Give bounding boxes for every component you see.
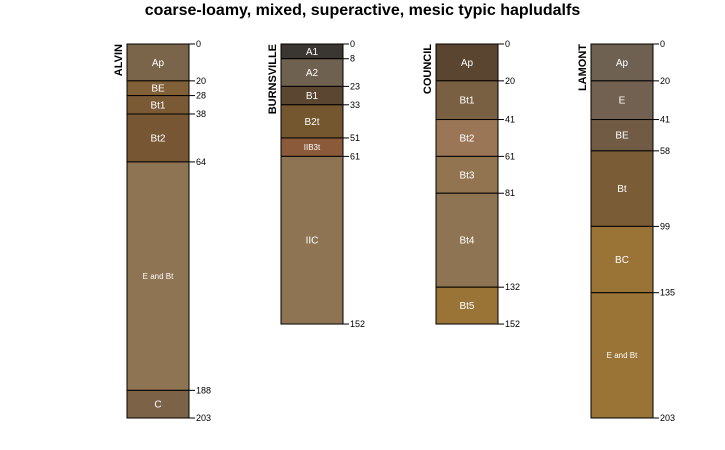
horizon-council-6 xyxy=(435,286,499,325)
horizon-lamont-4 xyxy=(590,150,654,227)
depth-label-alvin-1: 20 xyxy=(196,76,206,86)
depth-label-burnsville-2: 23 xyxy=(350,81,360,91)
depth-label-alvin-0: 0 xyxy=(196,39,201,49)
horizon-label-council-6: Bt5 xyxy=(459,301,474,312)
depth-label-council-6: 152 xyxy=(505,319,520,329)
depth-label-council-0: 0 xyxy=(505,39,510,49)
horizon-lamont-3 xyxy=(590,119,654,152)
horizon-label-lamont-2: E xyxy=(619,96,626,107)
horizon-label-alvin-6: C xyxy=(154,400,161,411)
horizon-label-burnsville-3: B1 xyxy=(306,91,319,102)
depth-label-lamont-6: 203 xyxy=(660,413,675,423)
horizon-alvin-6 xyxy=(126,389,190,419)
horizon-lamont-2 xyxy=(590,80,654,121)
horizon-label-alvin-3: Bt1 xyxy=(150,100,165,111)
depth-label-alvin-4: 64 xyxy=(196,157,206,167)
chart-title: coarse-loamy, mixed, superactive, mesic … xyxy=(144,2,581,19)
horizon-label-council-5: Bt4 xyxy=(459,236,474,247)
profile-name-lamont: LAMONT xyxy=(577,44,589,91)
horizon-lamont-6 xyxy=(590,292,654,419)
depth-label-council-3: 61 xyxy=(505,151,515,161)
depth-label-alvin-6: 203 xyxy=(196,413,211,423)
horizon-burnsville-6 xyxy=(280,155,344,325)
horizon-alvin-1 xyxy=(126,43,190,82)
profile-lamont: LAMONT Ap E BE Bt BC E and Bt 0 20 41 58 99 135 203 xyxy=(577,39,675,423)
horizon-label-council-3: Bt2 xyxy=(459,133,474,144)
horizon-council-1 xyxy=(435,43,499,82)
depth-label-alvin-2: 28 xyxy=(196,91,206,101)
profile-council: COUNCIL Ap Bt1 Bt2 Bt3 Bt4 Bt5 0 20 41 61 81 132 152 xyxy=(422,39,520,329)
depth-label-council-4: 81 xyxy=(505,188,515,198)
horizon-council-3 xyxy=(435,119,499,157)
profile-name-council: COUNCIL xyxy=(422,44,434,94)
horizon-label-burnsville-6: IIC xyxy=(306,236,319,247)
depth-label-council-2: 41 xyxy=(505,115,515,125)
horizon-label-lamont-4: Bt xyxy=(617,184,627,195)
horizon-label-burnsville-2: A2 xyxy=(306,68,319,79)
horizon-label-council-4: Bt3 xyxy=(459,170,474,181)
horizon-label-council-2: Bt1 xyxy=(459,96,474,107)
depth-label-alvin-3: 38 xyxy=(196,109,206,119)
depth-label-alvin-5: 188 xyxy=(196,385,211,395)
depth-label-burnsville-6: 152 xyxy=(350,319,365,329)
horizon-label-lamont-1: Ap xyxy=(616,58,629,69)
horizon-lamont-1 xyxy=(590,43,654,82)
depth-label-lamont-0: 0 xyxy=(660,39,665,49)
depth-label-council-5: 132 xyxy=(505,282,520,292)
horizon-label-alvin-5: E and Bt xyxy=(143,272,174,281)
depth-label-lamont-4: 99 xyxy=(660,221,670,231)
depth-label-lamont-5: 135 xyxy=(660,288,675,298)
depth-label-lamont-3: 58 xyxy=(660,146,670,156)
horizon-label-alvin-1: Ap xyxy=(152,58,165,69)
horizon-label-lamont-5: BC xyxy=(615,255,629,266)
horizon-label-council-1: Ap xyxy=(461,58,474,69)
profile-name-burnsville: BURNSVILLE xyxy=(267,44,279,114)
profile-alvin: ALVIN Ap BE Bt1 Bt2 E and Bt C 0 20 28 38 64 188 203 xyxy=(113,39,211,423)
horizon-label-alvin-2: BE xyxy=(151,84,165,95)
horizon-label-alvin-4: Bt2 xyxy=(150,133,165,144)
horizon-label-burnsville-1: A1 xyxy=(306,47,319,58)
profile-burnsville: BURNSVILLE A1 A2 B1 B2t IIB3t IIC 0 8 23 33 51 61 152 xyxy=(267,39,365,329)
depth-label-burnsville-4: 51 xyxy=(350,133,360,143)
depth-label-council-1: 20 xyxy=(505,76,515,86)
profile-name-alvin: ALVIN xyxy=(113,44,125,76)
depth-label-lamont-2: 41 xyxy=(660,115,670,125)
horizon-council-2 xyxy=(435,80,499,121)
horizon-label-lamont-3: BE xyxy=(615,131,629,142)
horizon-alvin-5 xyxy=(126,161,190,391)
horizon-council-4 xyxy=(435,155,499,194)
horizon-burnsville-2 xyxy=(280,58,344,87)
horizon-label-burnsville-5: IIB3t xyxy=(304,143,321,152)
depth-label-lamont-1: 20 xyxy=(660,76,670,86)
horizon-label-burnsville-4: B2t xyxy=(304,117,319,128)
depth-label-burnsville-5: 61 xyxy=(350,151,360,161)
depth-label-burnsville-1: 8 xyxy=(350,54,355,64)
horizon-lamont-5 xyxy=(590,225,654,294)
horizon-label-lamont-6: E and Bt xyxy=(607,351,638,360)
depth-label-burnsville-0: 0 xyxy=(350,39,355,49)
horizon-burnsville-4 xyxy=(280,104,344,139)
depth-label-burnsville-3: 33 xyxy=(350,100,360,110)
horizon-council-5 xyxy=(435,192,499,288)
horizon-alvin-4 xyxy=(126,113,190,163)
